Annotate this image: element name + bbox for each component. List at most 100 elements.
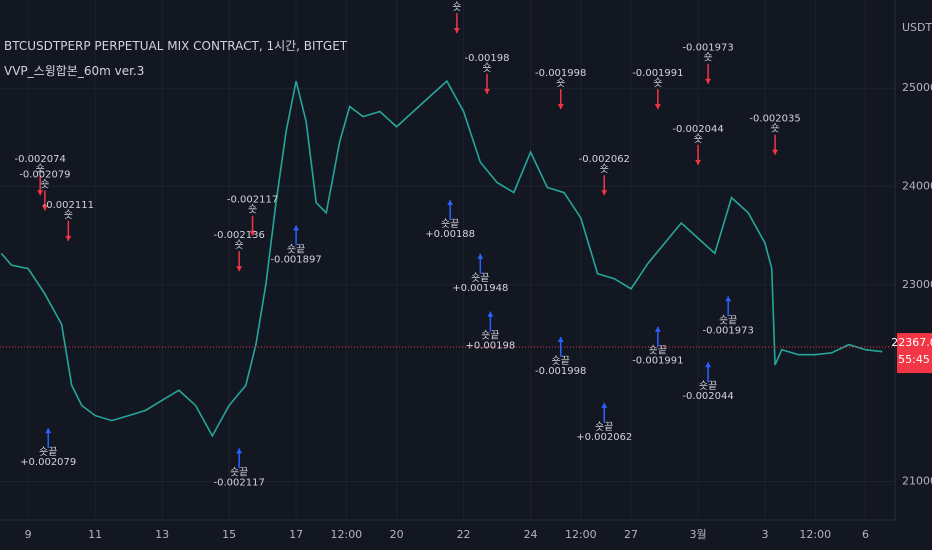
arrow-head bbox=[654, 326, 661, 332]
signal-tag: 숏 bbox=[770, 123, 779, 135]
signal-tag: 숏끝 bbox=[699, 380, 717, 392]
signal-label: -0.002074 bbox=[15, 154, 66, 165]
arrow-head bbox=[477, 253, 484, 259]
arrow-head bbox=[725, 296, 732, 302]
signal-tag: 숏 bbox=[693, 133, 702, 145]
signal-tag: 숏끝 bbox=[230, 466, 248, 478]
x-tick-label: 22 bbox=[457, 528, 471, 541]
signal-label: -0.002035 bbox=[749, 114, 800, 125]
x-tick-label: 3월 bbox=[689, 528, 706, 541]
arrow-head bbox=[772, 149, 779, 155]
indicator-name: VVP_스윙합본_60m ver.3 bbox=[4, 64, 144, 78]
arrow-head bbox=[447, 200, 454, 206]
signal-tag: 숏 bbox=[248, 204, 257, 216]
signal-label: +0.00198 bbox=[466, 341, 516, 352]
arrow-head bbox=[65, 235, 72, 241]
signal-label: -0.001998 bbox=[535, 68, 586, 79]
x-tick-label: 15 bbox=[222, 528, 236, 541]
x-tick-label: 12:00 bbox=[330, 528, 362, 541]
signal-tag: 숏 bbox=[482, 62, 491, 74]
arrow-head bbox=[41, 205, 48, 211]
signal-tag: 숏 bbox=[600, 163, 609, 175]
arrow-head bbox=[37, 190, 44, 196]
signal-tag: 숏끝 bbox=[552, 355, 570, 367]
signal-label: -0.001973 bbox=[682, 43, 733, 54]
signal-tag: 숏끝 bbox=[441, 218, 459, 230]
arrow-head bbox=[487, 311, 494, 317]
signal-label: -0.00198 bbox=[465, 53, 510, 64]
x-tick-label: 12:00 bbox=[565, 528, 597, 541]
arrow-head bbox=[557, 336, 564, 342]
arrow-head bbox=[705, 78, 712, 84]
y-tick-label: 25000.0 bbox=[902, 81, 932, 94]
y-tick-label: 23000.0 bbox=[902, 278, 932, 291]
signal-label: +0.00188 bbox=[425, 229, 475, 240]
arrow-head bbox=[695, 159, 702, 165]
arrow-head bbox=[236, 266, 243, 272]
signal-label: -0.002136 bbox=[213, 230, 264, 241]
y-tick-label: 21000.0 bbox=[902, 474, 932, 487]
x-tick-label: 27 bbox=[624, 528, 638, 541]
countdown: 55:45 bbox=[898, 353, 930, 366]
y-unit: USDT bbox=[902, 21, 932, 34]
signal-label: -0.002044 bbox=[682, 391, 733, 402]
signal-label: +0.002062 bbox=[576, 432, 632, 443]
signal-tag: 숏끝 bbox=[719, 314, 737, 326]
signal-tag: 숏 bbox=[556, 77, 565, 89]
signal-tag: 숏 bbox=[703, 52, 712, 64]
signal-label: -0.001998 bbox=[535, 366, 586, 377]
signal-label: -0.002062 bbox=[579, 154, 630, 165]
x-tick-label: 9 bbox=[25, 528, 32, 541]
plot-area bbox=[0, 0, 895, 520]
signal-tag: 숏끝 bbox=[287, 243, 305, 255]
arrow-head bbox=[484, 88, 491, 94]
signal-tag: 숏끝 bbox=[595, 421, 613, 433]
signal-tag: 숏끝 bbox=[649, 345, 667, 357]
signal-label: -0.001973 bbox=[703, 325, 754, 336]
x-tick-label: 13 bbox=[155, 528, 169, 541]
signal-tag: 숏 bbox=[64, 209, 73, 221]
signal-tag: 숏 bbox=[40, 178, 49, 190]
price-tag bbox=[897, 333, 932, 374]
signal-label: -0.002044 bbox=[672, 124, 723, 135]
arrow-head bbox=[453, 28, 460, 34]
chart-title: BTCUSDTPERP PERPETUAL MIX CONTRACT, 1시간,… bbox=[4, 39, 348, 53]
signal-tag: 숏끝 bbox=[471, 272, 489, 284]
signal-label: -0.002117 bbox=[227, 195, 278, 206]
signal-label: -0.001991 bbox=[632, 356, 683, 367]
arrow-head bbox=[705, 362, 712, 368]
signal-tag: 숏 bbox=[452, 1, 461, 13]
price-line bbox=[0, 79, 883, 438]
x-tick-label: 24 bbox=[524, 528, 538, 541]
signal-tag: 숏끝 bbox=[481, 330, 499, 342]
signal-tag: 숏 bbox=[653, 77, 662, 89]
x-tick-label: 6 bbox=[862, 528, 869, 541]
signal-label: +0.002079 bbox=[20, 457, 76, 468]
x-tick-label: 11 bbox=[88, 528, 102, 541]
signal-label: -0.002117 bbox=[213, 477, 264, 488]
signal-label: -0.001897 bbox=[270, 254, 321, 265]
signal-tag: 숏끝 bbox=[39, 446, 57, 458]
signal-tag: 숏 bbox=[36, 163, 45, 175]
arrow-head bbox=[601, 402, 608, 408]
y-tick-label: 24000.0 bbox=[902, 180, 932, 193]
arrow-head bbox=[601, 190, 608, 196]
arrow-head bbox=[236, 448, 243, 454]
arrow-head bbox=[557, 104, 564, 110]
arrow-head bbox=[45, 428, 52, 434]
price-tag-value: 22367.0 bbox=[891, 336, 932, 349]
signal-label: -0.001991 bbox=[632, 68, 683, 79]
signal-label: -0.002079 bbox=[19, 169, 70, 180]
signal-label: -0.002111 bbox=[43, 200, 94, 211]
arrow-head bbox=[654, 104, 661, 110]
signal-tag: 숏 bbox=[235, 239, 244, 251]
arrow-head bbox=[293, 225, 300, 231]
signal-label: -0.001948 bbox=[431, 0, 482, 3]
arrow-head bbox=[249, 230, 256, 236]
x-tick-label: 20 bbox=[390, 528, 404, 541]
x-tick-label: 17 bbox=[289, 528, 303, 541]
signal-label: +0.001948 bbox=[452, 283, 508, 294]
x-tick-label: 3 bbox=[762, 528, 769, 541]
